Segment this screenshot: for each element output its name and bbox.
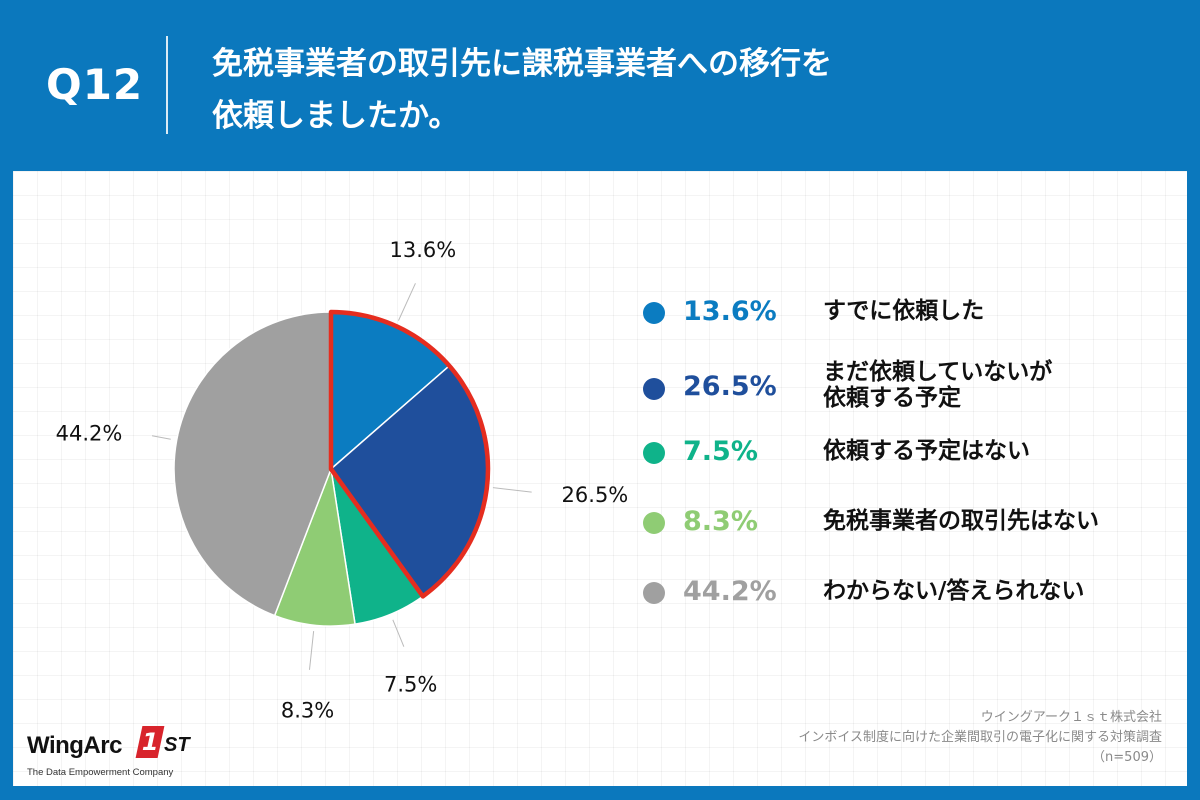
question-number: Q12 xyxy=(46,60,144,109)
legend-label: わからない/答えられない xyxy=(823,578,1085,604)
source-note: ウイングアーク１ｓｔ株式会社 インボイス制度に向けた企業間取引の電子化に関する対… xyxy=(798,708,1162,768)
slice-label-4: 44.2% xyxy=(56,421,123,445)
question-title: 免税事業者の取引先に課税事業者への移行を 依頼しましたか。 xyxy=(212,46,832,134)
legend-swatch xyxy=(643,378,665,400)
source-company: ウイングアーク１ｓｔ株式会社 xyxy=(980,710,1162,725)
legend-value: 7.5% xyxy=(683,436,758,467)
legend-swatch xyxy=(643,442,665,464)
legend-value: 26.5% xyxy=(683,371,777,402)
legend-item: 13.6% すでに依頼した xyxy=(643,296,1183,356)
legend-value: 8.3% xyxy=(683,506,758,537)
slice-label-3: 8.3% xyxy=(281,699,334,723)
legend-label: 免税事業者の取引先はない xyxy=(823,508,1099,534)
wingarc-logo: WingArc 1 ST The Data Empowerment Compan… xyxy=(25,726,215,781)
legend-value: 44.2% xyxy=(683,576,777,607)
legend-label: まだ依頼していないが 依頼する予定 xyxy=(823,359,1053,411)
slice-label-0: 13.6% xyxy=(390,238,457,262)
leader-line-0 xyxy=(398,283,416,321)
leader-line-2 xyxy=(392,619,405,647)
pie-slice-4 xyxy=(173,311,332,617)
leader-line-1 xyxy=(492,487,532,493)
legend-item: 44.2% わからない/答えられない xyxy=(643,576,1183,636)
legend-swatch xyxy=(643,512,665,534)
legend-label: すでに依頼した xyxy=(823,298,985,324)
logo-wordmark: WingArc xyxy=(27,732,122,759)
legend-label: 依頼する予定はない xyxy=(823,438,1030,464)
slice-label-1: 26.5% xyxy=(562,483,629,507)
highlight-outline xyxy=(328,309,491,599)
pie-chart: 13.6% 26.5% 7.5% 8.3% 44.2% xyxy=(56,238,629,723)
chart-panel: 13.6% 26.5% 7.5% 8.3% 44.2% 13.6% すでに依頼した 26.5… xyxy=(13,171,1187,786)
slice-label-2: 7.5% xyxy=(384,672,437,696)
legend-item: 26.5% まだ依頼していないが 依頼する予定 xyxy=(643,359,1183,421)
legend-item: 8.3% 免税事業者の取引先はない xyxy=(643,506,1183,566)
header-divider xyxy=(166,36,168,134)
leader-line-3 xyxy=(308,631,315,670)
logo-suffix: ST xyxy=(164,734,190,756)
legend-value: 13.6% xyxy=(683,296,777,327)
logo-tagline: The Data Empowerment Company xyxy=(27,767,174,778)
legend-swatch xyxy=(643,302,665,324)
leader-line-4 xyxy=(151,435,171,440)
source-survey: インボイス制度に向けた企業間取引の電子化に関する対策調査 xyxy=(798,730,1162,745)
legend-swatch xyxy=(643,582,665,604)
logo-mark: 1 xyxy=(135,726,165,758)
legend-item: 7.5% 依頼する予定はない xyxy=(643,436,1183,496)
header: Q12 免税事業者の取引先に課税事業者への移行を 依頼しましたか。 xyxy=(0,0,1200,165)
source-sample: （n=509） xyxy=(1092,750,1162,765)
